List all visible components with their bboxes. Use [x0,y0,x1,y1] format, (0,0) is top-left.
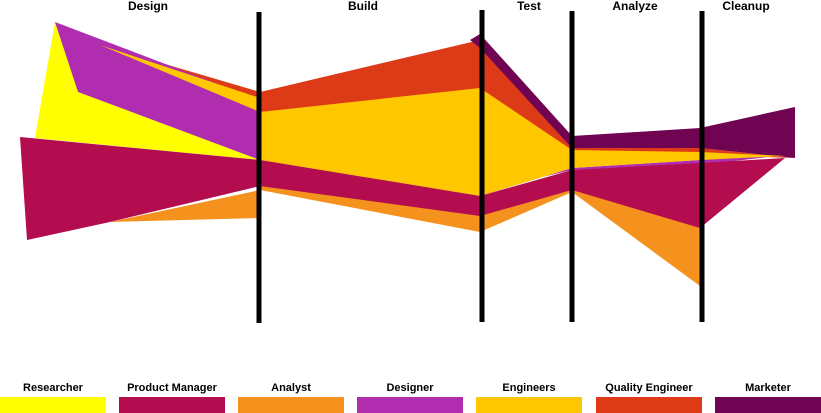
legend-swatch-researcher [0,397,106,413]
legend-swatch-marketer [715,397,821,413]
engineers-band [100,45,785,196]
legend-swatch-designer [357,397,463,413]
legend-swatch-quality-engineer [596,397,702,413]
phase-label-build: Build [348,0,378,13]
phase-label-design: Design [127,0,169,13]
product-manager-band [20,137,785,240]
researcher-band-design [35,22,260,160]
legend-label-designer: Designer [386,382,434,394]
legend-label-product-manager: Product Manager [127,382,217,394]
phase-label-analyze: Analyze [612,0,658,13]
marketer-band [470,34,795,158]
designer-band [55,22,785,196]
legend-label-engineers: Engineers [502,382,556,394]
legend-label-analyst: Analyst [271,382,311,394]
phase-label-cleanup: Cleanup [722,0,770,13]
legend-swatch-analyst [238,397,344,413]
legend-label-quality-engineer: Quality Engineer [605,382,693,394]
legend-swatch-product-manager [119,397,225,413]
legend-swatch-engineers [476,397,582,413]
phase-label-test: Test [517,0,541,13]
legend-label-marketer: Marketer [745,382,791,394]
legend-label-researcher: Researcher [23,382,83,394]
